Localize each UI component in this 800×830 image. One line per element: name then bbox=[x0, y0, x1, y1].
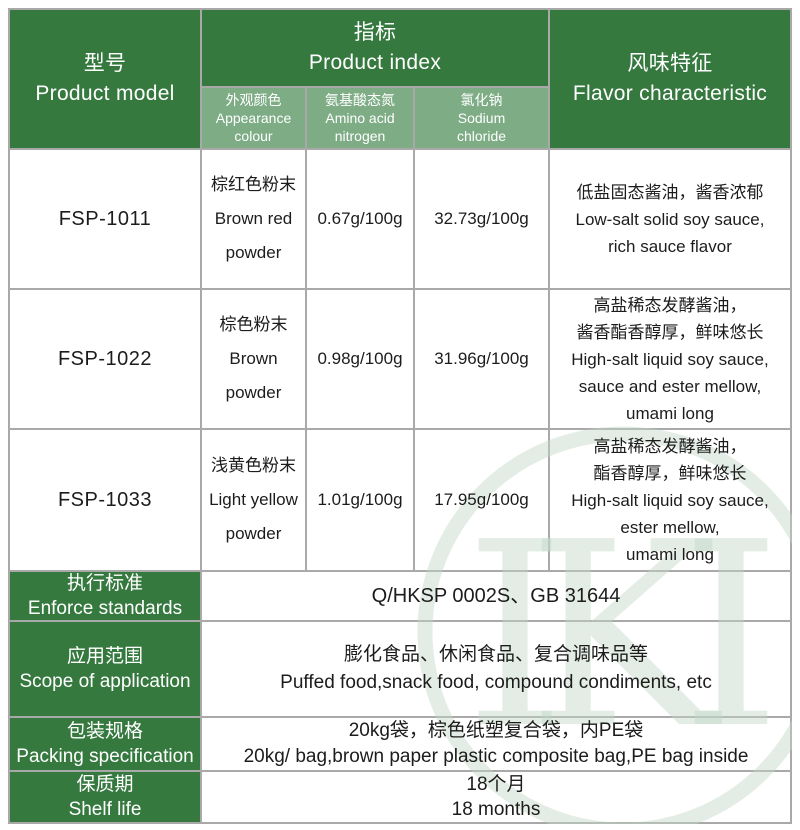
product-spec-table: I K I 型号 Product model 指标 Product index … bbox=[8, 8, 792, 824]
footer-label-packing-specification-text: 包装规格 Packing specification bbox=[16, 721, 194, 767]
flavor-cell: 高盐稀态发酵酱油， 酯香醇厚，鲜味悠长 High-salt liquid soy… bbox=[550, 430, 790, 570]
product-model-value: FSP-1011 bbox=[58, 207, 152, 230]
header-product-index-label: 指标 Product index bbox=[308, 21, 442, 74]
footer-value-shelf-life: 18个月 18 months bbox=[202, 772, 790, 822]
flavor-cell: 低盐固态酱油，酱香浓郁 Low-salt solid soy sauce, ri… bbox=[550, 150, 790, 288]
product-model-value: FSP-1033 bbox=[57, 488, 153, 511]
amino-acid-nitrogen-cell: 1.01g/100g bbox=[307, 430, 413, 570]
amino-acid-nitrogen-value: 0.98g/100g bbox=[317, 349, 403, 368]
appearance-value: 浅黄色粉末 Light yellow powder bbox=[209, 456, 298, 543]
footer-label-scope-of-application: 应用范围 Scope of application bbox=[10, 622, 200, 716]
header-flavor-characteristic-label: 风味特征 Flavor characteristic bbox=[572, 52, 768, 105]
sodium-chloride-value: 17.95g/100g bbox=[434, 490, 529, 509]
subheader-appearance-colour-label: 外观颜色 Appearance colour bbox=[215, 92, 292, 144]
appearance-value: 棕色粉末 Brown powder bbox=[219, 315, 288, 402]
sodium-chloride-cell: 17.95g/100g bbox=[415, 430, 548, 570]
footer-label-enforce-standards: 执行标准 Enforce standards bbox=[10, 572, 200, 620]
footer-value-packing-specification: 20kg袋，棕色纸塑复合袋，内PE袋 20kg/ bag,brown paper… bbox=[202, 718, 790, 770]
subheader-amino-acid-nitrogen-label: 氨基酸态氮 Amino acid nitrogen bbox=[325, 92, 395, 144]
amino-acid-nitrogen-cell: 0.98g/100g bbox=[307, 290, 413, 428]
footer-value-scope-of-application: 膨化食品、休闲食品、复合调味品等 Puffed food,snack food,… bbox=[202, 622, 790, 716]
flavor-value: 低盐固态酱油，酱香浓郁 Low-salt solid soy sauce, ri… bbox=[575, 182, 765, 256]
header-product-model-label: 型号 Product model bbox=[35, 52, 175, 105]
footer-label-enforce-standards-text: 执行标准 Enforce standards bbox=[27, 573, 183, 619]
subheader-sodium-chloride-label: 氯化钠 Sodium chloride bbox=[456, 92, 507, 144]
footer-value-shelf-life-text: 18个月 18 months bbox=[451, 774, 541, 820]
sodium-chloride-cell: 32.73g/100g bbox=[415, 150, 548, 288]
product-model-cell: FSP-1011 bbox=[10, 150, 200, 288]
appearance-cell: 棕红色粉末 Brown red powder bbox=[202, 150, 305, 288]
header-product-index: 指标 Product index bbox=[202, 10, 548, 86]
sodium-chloride-cell: 31.96g/100g bbox=[415, 290, 548, 428]
flavor-cell: 高盐稀态发酵酱油， 酱香酯香醇厚，鲜味悠长 High-salt liquid s… bbox=[550, 290, 790, 428]
footer-label-scope-of-application-text: 应用范围 Scope of application bbox=[19, 646, 191, 692]
footer-label-shelf-life: 保质期 Shelf life bbox=[10, 772, 200, 822]
footer-label-packing-specification: 包装规格 Packing specification bbox=[10, 718, 200, 770]
amino-acid-nitrogen-value: 1.01g/100g bbox=[317, 490, 403, 509]
amino-acid-nitrogen-value: 0.67g/100g bbox=[317, 209, 403, 228]
footer-value-enforce-standards-text: Q/HKSP 0002S、GB 31644 bbox=[371, 585, 621, 607]
sodium-chloride-value: 31.96g/100g bbox=[434, 349, 529, 368]
subheader-appearance-colour: 外观颜色 Appearance colour bbox=[202, 88, 305, 148]
footer-value-scope-of-application-text: 膨化食品、休闲食品、复合调味品等 Puffed food,snack food,… bbox=[280, 644, 712, 693]
appearance-cell: 浅黄色粉末 Light yellow powder bbox=[202, 430, 305, 570]
appearance-cell: 棕色粉末 Brown powder bbox=[202, 290, 305, 428]
sodium-chloride-value: 32.73g/100g bbox=[434, 209, 529, 228]
footer-label-shelf-life-text: 保质期 Shelf life bbox=[68, 774, 142, 820]
product-model-cell: FSP-1022 bbox=[10, 290, 200, 428]
subheader-sodium-chloride: 氯化钠 Sodium chloride bbox=[415, 88, 548, 148]
product-model-cell: FSP-1033 bbox=[10, 430, 200, 570]
subheader-amino-acid-nitrogen: 氨基酸态氮 Amino acid nitrogen bbox=[307, 88, 413, 148]
footer-value-packing-specification-text: 20kg袋，棕色纸塑复合袋，内PE袋 20kg/ bag,brown paper… bbox=[243, 720, 749, 767]
footer-value-enforce-standards: Q/HKSP 0002S、GB 31644 bbox=[202, 572, 790, 620]
header-product-model: 型号 Product model bbox=[10, 10, 200, 148]
flavor-value: 高盐稀态发酵酱油， 酱香酯香醇厚，鲜味悠长 High-salt liquid s… bbox=[571, 295, 769, 423]
amino-acid-nitrogen-cell: 0.67g/100g bbox=[307, 150, 413, 288]
appearance-value: 棕红色粉末 Brown red powder bbox=[211, 175, 296, 262]
product-model-value: FSP-1022 bbox=[57, 347, 153, 370]
header-flavor-characteristic: 风味特征 Flavor characteristic bbox=[550, 10, 790, 148]
flavor-value: 高盐稀态发酵酱油， 酯香醇厚，鲜味悠长 High-salt liquid soy… bbox=[571, 436, 769, 564]
